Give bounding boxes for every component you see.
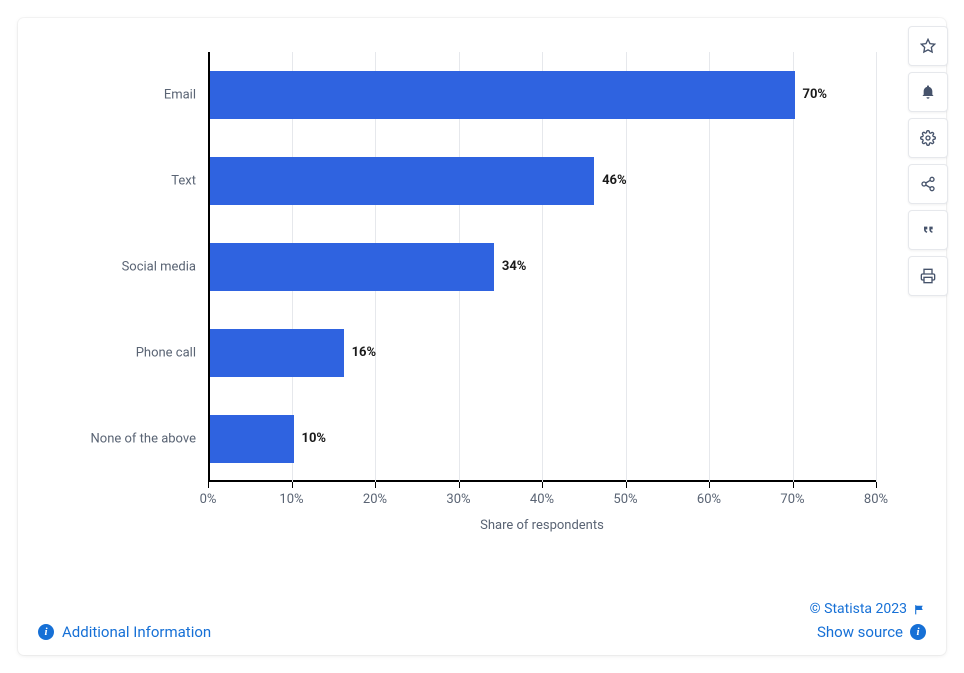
x-tick-mark [375, 482, 376, 488]
bar-value-label: 46% [602, 173, 627, 188]
category-label: None of the above [91, 432, 196, 447]
bar-value-label: 10% [302, 431, 327, 446]
chart-area: Share of respondents 0% 10% 20% 30% 40% 50% 60… [38, 42, 888, 542]
share-button[interactable] [908, 164, 948, 204]
x-tick-label: 20% [363, 492, 387, 507]
footer-right: © Statista 2023 Show source i [810, 601, 926, 641]
x-tick-label: 0% [200, 492, 217, 507]
bar[interactable] [210, 157, 594, 205]
info-icon: i [910, 624, 926, 640]
notify-button[interactable] [908, 72, 948, 112]
share-icon [920, 176, 936, 192]
x-tick-label: 60% [697, 492, 721, 507]
x-tick-label: 80% [864, 492, 888, 507]
print-button[interactable] [908, 256, 948, 296]
bar[interactable] [210, 415, 294, 463]
grid-line [876, 52, 877, 482]
chart-footer: i Additional Information © Statista 2023… [38, 601, 926, 641]
chart-card: Share of respondents 0% 10% 20% 30% 40% 50% 60… [18, 18, 946, 655]
bar[interactable] [210, 329, 344, 377]
additional-info-label: Additional Information [62, 623, 211, 641]
print-icon [920, 268, 936, 284]
flag-icon [913, 603, 926, 616]
x-tick-label: 40% [530, 492, 554, 507]
show-source-link[interactable]: Show source i [817, 623, 926, 641]
category-label: Phone call [136, 346, 196, 361]
x-tick-mark [292, 482, 293, 488]
x-tick-mark [793, 482, 794, 488]
x-tick-mark [626, 482, 627, 488]
info-icon: i [38, 624, 54, 640]
category-label: Text [171, 174, 196, 189]
bar-value-label: 34% [502, 259, 527, 274]
side-toolbar [908, 26, 948, 296]
quote-icon [920, 222, 936, 238]
star-icon [920, 38, 936, 54]
bar-value-label: 70% [803, 87, 828, 102]
citation-button[interactable] [908, 210, 948, 250]
x-tick-mark [208, 482, 209, 488]
additional-info-link[interactable]: i Additional Information [38, 623, 211, 641]
settings-button[interactable] [908, 118, 948, 158]
plot-area: Share of respondents 0%10%20%30%40%50%60… [208, 52, 876, 482]
bell-icon [920, 84, 936, 100]
x-tick-mark [542, 482, 543, 488]
gear-icon [920, 130, 936, 146]
copyright-link[interactable]: © Statista 2023 [810, 601, 926, 617]
x-axis-title: Share of respondents [480, 518, 604, 533]
x-tick-label: 30% [446, 492, 470, 507]
category-label: Email [164, 88, 196, 103]
x-tick-mark [876, 482, 877, 488]
bar-value-label: 16% [352, 345, 377, 360]
x-tick-mark [459, 482, 460, 488]
x-tick-mark [709, 482, 710, 488]
category-label: Social media [122, 260, 196, 275]
bar[interactable] [210, 243, 494, 291]
x-tick-label: 70% [780, 492, 804, 507]
favorite-button[interactable] [908, 26, 948, 66]
x-tick-label: 50% [613, 492, 637, 507]
x-tick-label: 10% [279, 492, 303, 507]
bar[interactable] [210, 71, 795, 119]
show-source-label: Show source [817, 623, 903, 641]
copyright-text: © Statista 2023 [810, 601, 907, 617]
